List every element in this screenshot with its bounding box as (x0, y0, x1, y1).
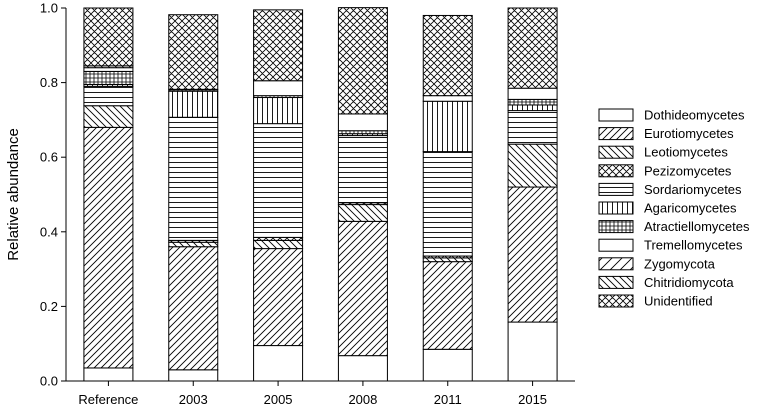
y-tick-label: 0.2 (40, 299, 58, 314)
bar-segment-tremellomycetes (337, 113, 388, 132)
y-tick-label: 0.8 (40, 75, 58, 90)
legend-label: Agaricomycetes (644, 201, 737, 216)
legend-swatch (598, 257, 634, 271)
bar-segment-leotiomycetes (337, 204, 388, 222)
bar-segment-leotiomycetes (422, 257, 473, 263)
bar-segment-eurotiomycetes (422, 261, 473, 350)
bar-segment-tremellomycetes (83, 67, 134, 72)
bar-segment-unidentified (507, 7, 558, 89)
x-tick-label: 2005 (264, 392, 293, 407)
bar-segment-dothideomycetes (168, 369, 219, 382)
bar-segment-sordariomycetes (337, 135, 388, 204)
bar-segment-tremellomycetes (253, 80, 304, 97)
legend-label: Eurotiomycetes (644, 126, 734, 141)
legend-swatch (598, 182, 634, 196)
y-tick-label: 0.4 (40, 224, 58, 239)
y-axis-label: Relative abundance (5, 128, 22, 261)
bar-segment-atractiellomycetes (83, 70, 134, 85)
legend-label: Tremellomycetes (644, 238, 743, 253)
legend-label: Chitridiomycota (644, 275, 734, 290)
legend-label: Dothideomycetes (644, 108, 745, 123)
bar-segment-dothideomycetes (337, 355, 388, 382)
axes: 0.0 0.2 0.4 0.6 0.8 1.0 Relative abundance Refe… (5, 1, 575, 407)
bar-segment-leotiomycetes (507, 143, 558, 188)
x-tick-label: Reference (78, 392, 138, 407)
bar-segment-unidentified (83, 7, 134, 67)
bar-segment-dothideomycetes (253, 345, 304, 382)
y-tick-label: 1.0 (40, 1, 58, 16)
bar-segment-agaricomycetes (422, 100, 473, 153)
bar-segment-leotiomycetes (168, 241, 219, 248)
x-tick-label: 2003 (179, 392, 208, 407)
bar-segment-leotiomycetes (83, 105, 134, 128)
bar-segment-agaricomycetes (507, 104, 558, 112)
bar-segment-sordariomycetes (253, 123, 304, 238)
bar-segment-unidentified (337, 7, 388, 115)
bar-segment-unidentified (253, 9, 304, 82)
legend-swatch (598, 127, 634, 141)
y-tick-label: 0.0 (40, 374, 58, 389)
bar-segment-leotiomycetes (253, 239, 304, 250)
x-tick-label: 2008 (348, 392, 377, 407)
bar-segment-sordariomycetes (83, 85, 134, 107)
y-tick-label: 0.6 (40, 150, 58, 165)
bar-segment-eurotiomycetes (337, 220, 388, 357)
legend-label: Sordariomycetes (644, 182, 742, 197)
bar-segment-tremellomycetes (507, 87, 558, 100)
legend-label: Pezizomycetes (644, 163, 732, 178)
bar-segment-agaricomycetes (253, 97, 304, 125)
bar-segment-dothideomycetes (83, 367, 134, 382)
legend-label: Unidentified (644, 294, 713, 309)
legend-label: Zygomycota (644, 256, 716, 271)
bar-segment-sordariomycetes (168, 116, 219, 241)
legend-swatch (598, 238, 634, 252)
legend-swatch (598, 220, 634, 234)
bar-segment-sordariomycetes (422, 151, 473, 257)
bars (83, 7, 558, 382)
bar-segment-sordariomycetes (507, 110, 558, 145)
legend-label: Atractiellomycetes (644, 219, 750, 234)
legend-swatch (598, 145, 634, 159)
bar-segment-dothideomycetes (422, 348, 473, 382)
bar-segment-unidentified (168, 14, 219, 90)
bar-segment-tremellomycetes (422, 95, 473, 102)
bar-segment-agaricomycetes (168, 90, 219, 118)
legend-swatch (598, 275, 634, 289)
legend: Dothideomycetes Eurotiomycetes Leotiomycet… (598, 108, 750, 309)
x-tick-label: 2011 (434, 392, 462, 407)
bar-segment-eurotiomycetes (83, 126, 134, 369)
legend-swatch (598, 294, 634, 308)
bar-segment-dothideomycetes (507, 321, 558, 382)
bar-segment-eurotiomycetes (507, 186, 558, 323)
x-tick-label: 2015 (518, 392, 547, 407)
bar-segment-eurotiomycetes (253, 248, 304, 347)
bar-segment-atractiellomycetes (507, 98, 558, 106)
legend-swatch (598, 164, 634, 178)
legend-label: Leotiomycetes (644, 145, 728, 160)
legend-swatch (598, 201, 634, 215)
bar-segment-unidentified (422, 14, 473, 97)
bar-segment-eurotiomycetes (168, 246, 219, 371)
legend-swatch (598, 108, 634, 122)
